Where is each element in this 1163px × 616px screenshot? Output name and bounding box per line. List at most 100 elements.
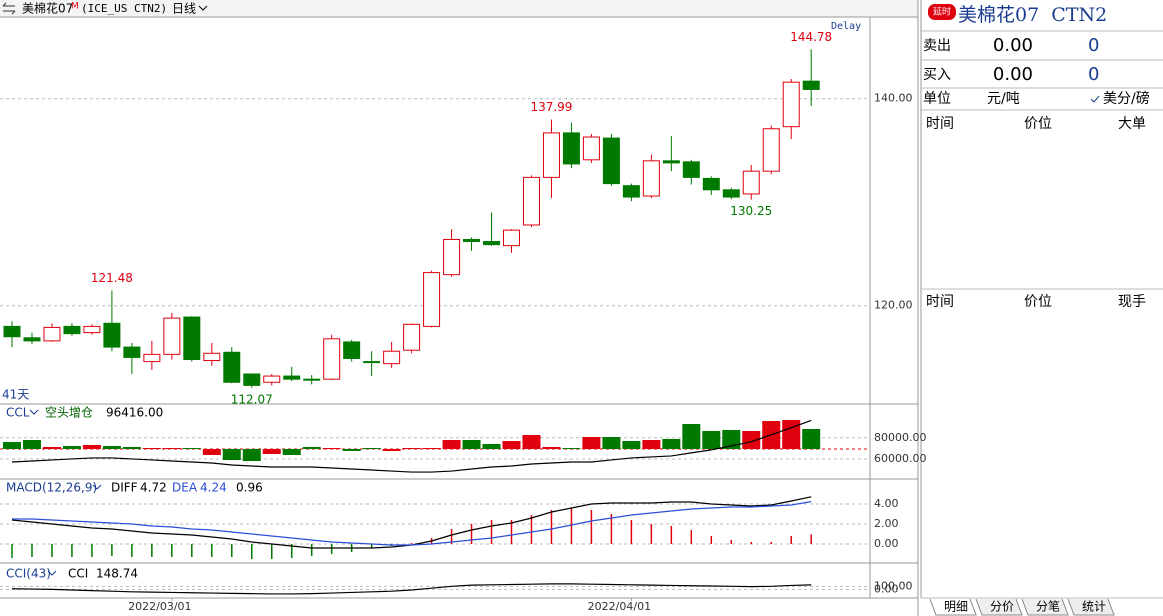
- oi-change-bar: [242, 449, 261, 461]
- candle-body: [63, 325, 81, 335]
- candle-body: [3, 325, 21, 338]
- row-label: 买入: [923, 67, 951, 83]
- oi-change-bar: [502, 441, 521, 449]
- oi-change-bar: [582, 437, 601, 449]
- candle-body: [762, 128, 780, 172]
- x-tick-label: 2022/03/01: [128, 600, 191, 613]
- ind-name[interactable]: MACD(12,26,9): [6, 481, 97, 495]
- candle-body: [323, 338, 341, 380]
- candle-body: [742, 170, 760, 195]
- badge-bg: [928, 4, 956, 20]
- oi-change-bar: [802, 429, 821, 449]
- panel-lines: [921, 30, 1163, 599]
- ind-name[interactable]: CCI(43): [6, 567, 51, 581]
- candle-body: [83, 325, 101, 334]
- col-head: 价位: [1024, 116, 1052, 132]
- oi-change-bar: [422, 448, 441, 449]
- oi-change-bar: [702, 431, 721, 449]
- candle-body: [403, 323, 421, 351]
- ind-name[interactable]: CCL: [6, 406, 30, 420]
- legend-value: 148.74: [96, 567, 138, 581]
- candle-body: [782, 81, 800, 128]
- candle-body: [483, 241, 501, 246]
- badge: 延时: [933, 6, 951, 18]
- candle-body: [383, 350, 401, 365]
- row-qty: 0: [1088, 35, 1099, 56]
- oi-change-bar: [102, 446, 121, 449]
- row-price: 0.00: [993, 35, 1033, 56]
- candle-body: [582, 136, 600, 161]
- price-annotation: 144.78: [790, 30, 832, 44]
- check: [1090, 95, 1100, 103]
- col-head: 时间: [926, 294, 954, 310]
- col-head: 现手: [1118, 294, 1146, 310]
- oi-change-bar: [442, 440, 461, 449]
- chevron[interactable]: [92, 484, 102, 490]
- col-head: 时间: [926, 116, 954, 132]
- candle-body: [303, 378, 321, 381]
- candle-body: [542, 132, 560, 178]
- oi-change-bar: [282, 449, 301, 455]
- oi-line: [11, 419, 812, 473]
- oi-change-bar: [162, 448, 181, 449]
- oi-change-bar: [482, 444, 501, 449]
- frames: [0, 0, 922, 616]
- code: (ICE_US CTN2): [81, 2, 167, 15]
- oi-change-bar: [142, 448, 161, 449]
- legend-value: 0.96: [236, 481, 263, 495]
- y-tick-label: 140.00: [874, 92, 913, 105]
- unit-us[interactable]: 美分/磅: [1103, 90, 1150, 107]
- candle-body: [682, 161, 700, 178]
- swap-icon[interactable]: [2, 2, 16, 15]
- candle-body: [343, 341, 361, 359]
- x-tick-label: 2022/04/01: [588, 600, 651, 613]
- candle-body: [423, 272, 441, 327]
- candle-body: [443, 238, 461, 276]
- y-tick-label: 80000.00: [874, 431, 927, 444]
- macd-line: [12, 501, 812, 546]
- oi-change-bar: [722, 430, 741, 449]
- candle-body: [203, 352, 221, 362]
- days: 41天: [2, 388, 29, 402]
- oi-change-bar: [782, 420, 801, 449]
- oi-change-bar: [462, 440, 481, 449]
- oi-change-bar: [382, 449, 401, 451]
- price-annotation: 112.07: [231, 392, 273, 406]
- oi-change-bar: [222, 449, 241, 460]
- oi-change-bar: [682, 424, 701, 449]
- candle-body: [602, 137, 620, 185]
- tab[interactable]: [1067, 598, 1115, 616]
- period[interactable]: 日线: [172, 2, 196, 16]
- tab-label[interactable]: 分笔: [1036, 599, 1060, 614]
- candle-body: [43, 326, 61, 342]
- unit-label: 单位: [923, 91, 951, 107]
- unit-cn[interactable]: 元/吨: [987, 91, 1020, 107]
- y-tick-label: 0.00: [874, 582, 899, 595]
- y-tick-label: 2.00: [874, 517, 899, 530]
- tab[interactable]: [929, 598, 977, 616]
- oi-change-bar: [402, 448, 421, 449]
- chevron[interactable]: [47, 570, 57, 576]
- oi-change-bar: [82, 445, 101, 449]
- oi-change-bar: [662, 439, 681, 449]
- chevron[interactable]: [198, 5, 208, 11]
- quote-title: 美棉花07 CTN2: [958, 4, 1107, 26]
- oi-change-bar: [362, 448, 381, 449]
- oi-change-bar: [522, 435, 541, 449]
- chevron[interactable]: [29, 409, 39, 415]
- oi-change-bar: [182, 448, 201, 449]
- tab[interactable]: [1021, 598, 1069, 616]
- oi-change-bar: [262, 449, 281, 454]
- row-label: 卖出: [923, 38, 951, 54]
- y-tick-label: 60000.00: [874, 452, 927, 465]
- candle-body: [183, 316, 201, 361]
- tab-label[interactable]: 分价: [990, 600, 1014, 614]
- tab[interactable]: [975, 598, 1023, 616]
- tab-label[interactable]: 明细: [944, 600, 968, 614]
- price-annotation: 137.99: [530, 100, 572, 114]
- tab-label[interactable]: 统计: [1082, 600, 1106, 614]
- candle-body: [123, 346, 141, 358]
